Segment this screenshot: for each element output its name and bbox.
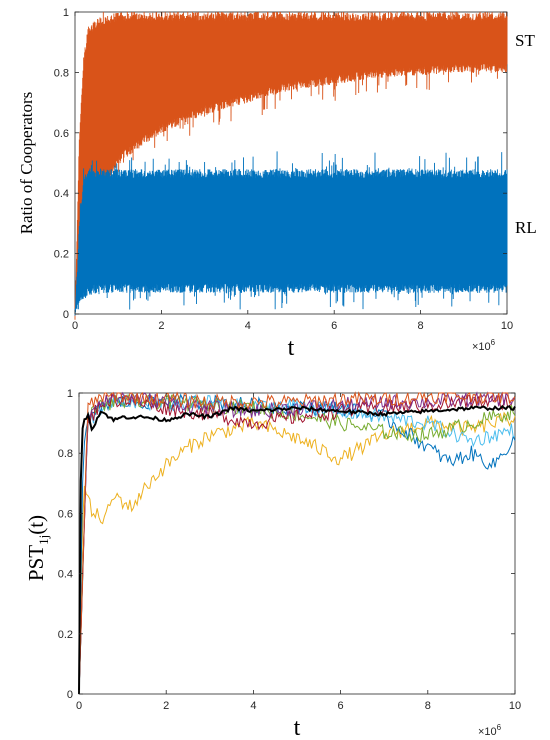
- x-multiplier-top: ×106: [472, 338, 496, 353]
- plot-area-bottom: [78, 392, 516, 695]
- y-tick-label: 0.4: [54, 188, 69, 200]
- series-label-rl: RL: [515, 218, 537, 237]
- series-line-rl: [74, 151, 508, 316]
- x-axis-title-top: t: [288, 335, 295, 361]
- series-label-st: ST: [515, 31, 535, 50]
- y-tick-label: 0.8: [58, 448, 73, 460]
- x-tick-label: 6: [338, 700, 344, 712]
- x-multiplier-bottom: ×106: [478, 723, 502, 738]
- y-axis-title-bottom-sub: 1j: [36, 535, 51, 545]
- series-line-st: [74, 11, 508, 320]
- x-tick-label: 8: [418, 320, 424, 332]
- y-tick-label: 0.4: [58, 569, 73, 581]
- series-line-5: [78, 391, 516, 695]
- x-tick-label: 0: [76, 700, 82, 712]
- y-tick-label: 0.6: [58, 508, 73, 520]
- series-group-bottom: [78, 391, 516, 695]
- x-multiplier-exp-bottom: 6: [497, 723, 502, 732]
- x-tick-label: 4: [250, 700, 256, 712]
- series-line-0: [78, 411, 516, 695]
- x-tick-label: 4: [245, 320, 251, 332]
- y-tick-label: 0: [63, 309, 69, 321]
- y-tick-label: 0: [67, 689, 73, 701]
- y-tick-label: 0.6: [54, 128, 69, 140]
- x-tick-label: 6: [331, 320, 337, 332]
- x-tick-label: 2: [163, 700, 169, 712]
- ticks-top: 0 2 4 6 8 10 0 0.2 0.4 0.6 0.8 1: [54, 7, 513, 332]
- y-tick-label: 1: [63, 7, 69, 19]
- series-line-4: [78, 393, 516, 695]
- y-tick-label: 1: [67, 388, 73, 400]
- series-group-top: [74, 11, 508, 320]
- y-axis-title-bottom-suffix: (t): [24, 515, 48, 535]
- ticks-bottom: 0 2 4 6 8 10 0 0.2 0.4 0.6 0.8 1: [58, 388, 521, 712]
- y-tick-label: 0.8: [54, 67, 69, 79]
- series-line-7: [78, 404, 516, 695]
- x-tick-label: 2: [158, 320, 164, 332]
- y-axis-title-top: Ratio of Cooperators: [17, 92, 36, 235]
- x-multiplier-exp-top: 6: [491, 338, 496, 347]
- x-tick-label: 0: [72, 320, 78, 332]
- x-tick-label: 10: [509, 700, 521, 712]
- chart-top: 0 2 4 6 8 10 0 0.2 0.4 0.6 0.8 1 t Ratio of Coopera…: [17, 7, 537, 361]
- x-tick-label: 10: [501, 320, 513, 332]
- x-multiplier-base-top: ×10: [472, 341, 491, 353]
- y-tick-label: 0.2: [58, 629, 73, 641]
- x-tick-label: 8: [425, 700, 431, 712]
- y-axis-title-bottom-main: PST: [24, 545, 48, 581]
- y-tick-label: 0.2: [54, 249, 69, 261]
- x-multiplier-base-bottom: ×10: [478, 726, 497, 738]
- y-axis-title-bottom: PST1j(t): [24, 515, 51, 581]
- x-axis-title-bottom: t: [294, 715, 301, 740]
- series-line-6: [78, 391, 516, 695]
